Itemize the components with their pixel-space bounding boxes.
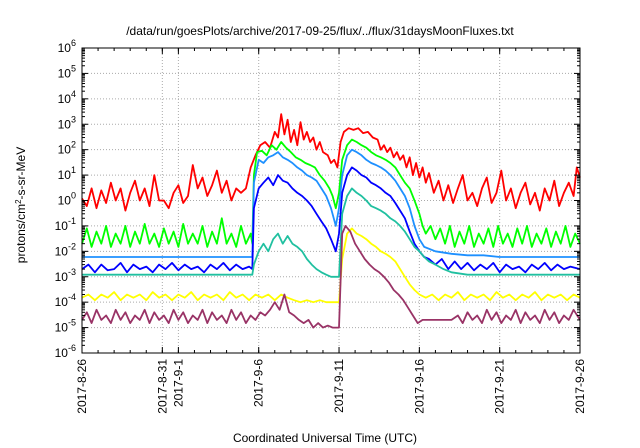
y-tick-exponent: -2 [68, 241, 76, 251]
y-tick-label: 100 [58, 191, 76, 208]
y-tick-base: 10 [58, 143, 72, 157]
x-axis-ticks: 2017-8-26 2017-8-31 2017-9-1 2017-9-6 2017-9… [75, 48, 587, 414]
y-tick-label: 105 [58, 63, 76, 80]
series-line-3 [82, 148, 580, 258]
y-tick-base: 10 [55, 270, 69, 284]
series-line-5 [82, 187, 580, 278]
y-axis-label-sup: 2 [14, 199, 23, 204]
y-tick-label: 10-6 [55, 343, 76, 360]
y-tick-base: 10 [58, 66, 72, 80]
y-tick-exponent: 6 [71, 38, 76, 48]
y-tick-label: 10-5 [55, 318, 76, 335]
y-tick-base: 10 [55, 219, 69, 233]
y-tick-exponent: -5 [68, 318, 76, 328]
chart-title: /data/run/goesPlots/archive/2017-09-25/f… [126, 24, 514, 38]
y-tick-label: 10-4 [55, 292, 76, 309]
y-tick-base: 10 [58, 41, 72, 55]
x-tick-label: 2017-9-6 [252, 359, 266, 407]
series-line-2 [81, 138, 581, 248]
y-tick-base: 10 [58, 117, 72, 131]
x-tick-label: 2017-9-26 [573, 359, 587, 414]
x-tick-label: 2017-8-26 [75, 359, 89, 414]
y-axis-label-rest: -s-sr-MeV [14, 147, 28, 200]
y-tick-exponent: -3 [68, 267, 76, 277]
y-tick-exponent: 2 [71, 140, 76, 150]
y-axis-label-base: protons/cm [14, 204, 28, 263]
y-tick-base: 10 [58, 92, 72, 106]
x-tick-label: 2017-9-21 [493, 359, 507, 414]
x-axis-label: Coordinated Universal Time (UTC) [233, 431, 417, 445]
y-tick-exponent: -1 [68, 216, 76, 226]
y-tick-label: 103 [58, 114, 76, 131]
y-tick-label: 101 [58, 165, 76, 182]
y-tick-exponent: 5 [71, 63, 76, 73]
y-tick-base: 10 [58, 194, 72, 208]
x-tick-label: 2017-8-31 [155, 359, 169, 414]
y-tick-label: 104 [58, 89, 76, 106]
series-group [81, 113, 581, 329]
y-tick-base: 10 [55, 295, 69, 309]
y-tick-base: 10 [55, 244, 69, 258]
y-tick-exponent: 1 [71, 165, 76, 175]
series-line-4 [81, 166, 581, 274]
y-tick-base: 10 [58, 168, 72, 182]
y-tick-exponent: 4 [71, 89, 76, 99]
y-tick-base: 10 [55, 321, 69, 335]
y-tick-base: 10 [55, 346, 69, 360]
y-tick-label: 10-2 [55, 241, 76, 258]
y-tick-exponent: -6 [68, 343, 76, 353]
y-tick-label: 10-3 [55, 267, 76, 284]
series-line-1 [81, 113, 581, 212]
x-tick-label: 2017-9-1 [171, 359, 185, 407]
y-axis-ticks: 10-610-510-410-310-210-11001011021031041… [55, 38, 580, 360]
y-axis-label: protons/cm2-s-sr-MeV [14, 147, 28, 263]
y-tick-exponent: 3 [71, 114, 76, 124]
series-line-7 [81, 224, 581, 329]
y-tick-exponent: 0 [71, 191, 76, 201]
y-tick-label: 102 [58, 140, 76, 157]
y-tick-label: 10-1 [55, 216, 76, 233]
x-tick-label: 2017-9-16 [412, 359, 426, 414]
x-tick-label: 2017-9-11 [332, 359, 346, 413]
y-tick-label: 106 [58, 38, 76, 55]
y-tick-exponent: -4 [68, 292, 76, 302]
